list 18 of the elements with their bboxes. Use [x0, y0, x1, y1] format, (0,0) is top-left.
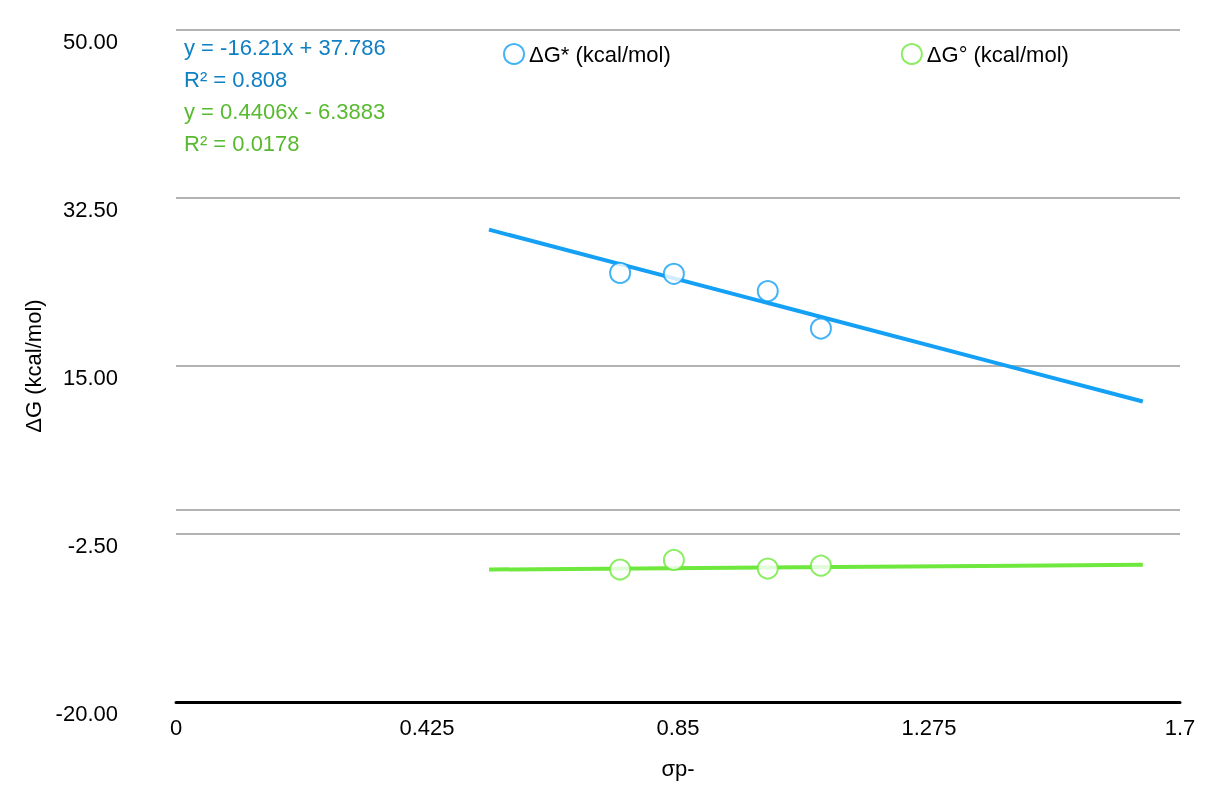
x-tick-label: 1.7: [1164, 714, 1196, 740]
legend-label: ΔG* (kcal/mol): [529, 41, 671, 67]
x-tick-label: 1.275: [901, 714, 957, 740]
x-tick-label: 0.425: [399, 714, 455, 740]
y-tick-label: 15.00: [62, 364, 118, 390]
x-tick-label: 0.85: [656, 714, 700, 740]
annotation: y = -16.21x + 37.786: [184, 34, 386, 60]
y-tick-label: -20.00: [55, 700, 118, 726]
y-tick-label: 50.00: [62, 28, 118, 54]
y-axis-title: ΔG (kcal/mol): [21, 299, 47, 433]
legend-label: ΔG° (kcal/mol): [926, 41, 1069, 67]
x-tick-label: 0: [169, 714, 183, 740]
y-tick-label: -2.50: [67, 532, 118, 558]
annotation: R² = 0.0178: [184, 130, 300, 156]
annotation: R² = 0.808: [184, 66, 288, 92]
y-tick-label: 32.50: [62, 196, 118, 222]
x-axis-title: σp-: [661, 755, 695, 781]
annotation: y = 0.4406x - 6.3883: [184, 98, 386, 124]
